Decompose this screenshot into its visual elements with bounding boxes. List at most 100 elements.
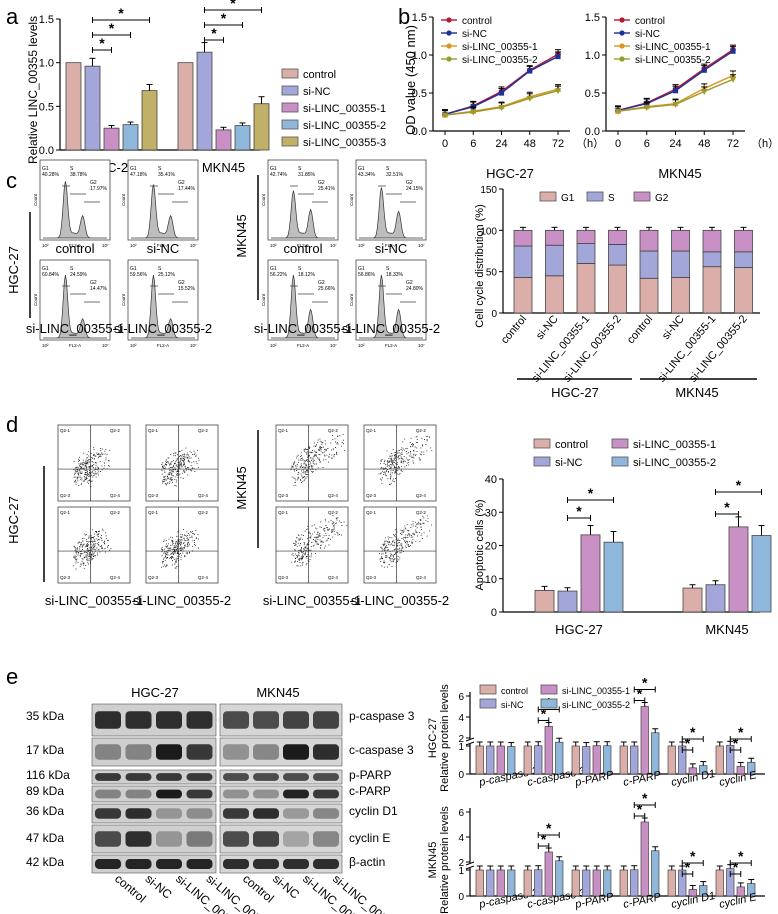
chart-c-legend-swatch [539, 191, 557, 202]
western-band [186, 773, 213, 781]
flow-d-quad-label: Q2-1 [148, 428, 159, 433]
western-protein-label: cyclin D1 [349, 804, 398, 818]
western-band [223, 773, 249, 781]
panel-e-bar-chart-hgc27: HGC-27 Relative protein levels 01246p-ca… [427, 675, 765, 792]
western-band [125, 808, 152, 819]
flow-c-gate-pct: 59.56% [130, 272, 148, 278]
chart-a-bar [215, 129, 232, 151]
flow-c-caption: control [55, 241, 94, 256]
chart-d-legend-label: si-NC [555, 457, 583, 469]
chart-e1-sig-star: * [642, 675, 648, 691]
panel-d-bar-chart: Apoptotic cells (%) 0 10 20 30 40 control si-N… [474, 438, 772, 637]
flow-d-quad-label: Q2-2 [198, 510, 209, 515]
chart-e1-legend-swatch [479, 698, 497, 709]
chart-a-legend-label: si-NC [303, 86, 331, 98]
chart-e2-sig-star: * [637, 801, 643, 817]
chart-b1-y-tick-label: 0.0 [412, 126, 427, 138]
chart-e2-ylabel: Relative protein levels [439, 806, 451, 914]
flow-d-quad-label: Q2-3 [60, 575, 71, 580]
chart-b2-y-tick-label: 1.0 [585, 50, 600, 62]
flow-d-plot-frame [145, 506, 219, 584]
chart-b1-legend-marker [446, 17, 452, 23]
chart-c-bar-segment [513, 245, 533, 278]
chart-e1-legend-label: control [501, 686, 528, 696]
western-band [156, 859, 182, 869]
western-protein-label: β-actin [349, 855, 385, 869]
flow-c-plot-frame [127, 159, 199, 241]
western-band [253, 789, 279, 799]
flow-c-tick-lo: 10² [358, 243, 365, 248]
western-band [313, 808, 339, 819]
chart-e2-sig-star: * [642, 790, 648, 806]
panel-e-western-blot: HGC-27 MKN45 35 kDa p-caspase 3 17 kDa c-casp… [26, 685, 415, 914]
flow-c-axis-x: FL2-A [157, 243, 169, 248]
chart-b2-y-tick-label: 0.0 [585, 126, 600, 138]
flow-d-hgc27-label: HGC-27 [6, 496, 21, 544]
flow-c-gate-pct: 35.41% [158, 172, 176, 178]
western-band [283, 744, 309, 760]
flow-c-caption: si-LINC_00355-2 [114, 321, 212, 336]
western-band [125, 744, 152, 760]
western-kda-label: 17 kDa [26, 743, 64, 757]
chart-b1-ylabel: OD value (450 nm) [403, 25, 418, 135]
flow-c-gate-name: S [386, 166, 390, 172]
chart-e1-x-tick-label: c-PARP [622, 769, 663, 789]
chart-b1-point [498, 90, 505, 96]
chart-d-bar [580, 534, 601, 613]
chart-c-ylabel: Cell cycle distribution (%) [474, 204, 486, 327]
flow-d-scatter-dots [73, 447, 111, 487]
flow-d-plot-frame [57, 424, 131, 502]
flow-c-gate-name: G2 [406, 180, 413, 186]
flow-d-scatter-dots [72, 528, 112, 570]
chart-e1-sig-star: * [733, 735, 739, 751]
chart-e1-legend-swatch [479, 684, 497, 695]
chart-a-ylabel: Relative LINC_00355 levels [26, 16, 40, 164]
chart-a-y-tick-label: 1.5 [39, 14, 54, 26]
western-kda-label: 42 kDa [26, 855, 64, 869]
chart-c-bar-segment [734, 267, 753, 314]
flow-d-quad-label: Q2-2 [110, 510, 121, 515]
western-band [253, 831, 279, 847]
flow-c-tick-hi: 10⁷ [190, 243, 197, 248]
western-band [223, 831, 249, 847]
chart-e1-y-tick-label: 6 [458, 692, 464, 703]
flow-d-scatter-dots [160, 529, 199, 569]
western-lane-label: si-NC [270, 872, 302, 902]
western-cell-label: MKN45 [256, 685, 299, 700]
flow-d-quad-label: Q2-1 [148, 510, 159, 515]
chart-e2-bar [592, 869, 601, 897]
chart-c-bar-segment [639, 250, 659, 279]
chart-c-legend-label: G2 [655, 193, 669, 204]
chart-e1-bar [715, 745, 724, 775]
chart-d-legend-swatch [611, 438, 629, 449]
chart-b1-point [526, 95, 533, 102]
chart-c-bar-segment [545, 244, 564, 277]
chart-e1-legend-label: si-NC [501, 700, 524, 710]
panel-letter-d: d [6, 412, 18, 437]
flow-c-gate-pct: 56.22% [270, 272, 288, 278]
chart-b1-legend-label: control [462, 16, 492, 27]
chart-c-bar-segment [608, 243, 627, 266]
chart-d-legend-label: si-LINC_00355-2 [633, 457, 716, 469]
western-membrane [91, 803, 217, 824]
flow-c-gate-pct: 40.28% [42, 172, 60, 178]
flow-c-caption: si-LINC_00355-1 [254, 321, 352, 336]
chart-e1-axis-break [465, 737, 475, 742]
western-protein-label: c-PARP [349, 784, 391, 798]
chart-e1-bar [544, 726, 553, 775]
chart-b2-point [614, 108, 622, 115]
flow-c-tick-lo: 10² [130, 243, 137, 248]
flow-c-caption: si-NC [375, 241, 408, 256]
chart-a-legend-swatch [281, 102, 299, 113]
chart-c-bar-segment [576, 229, 596, 244]
chart-e2-y-tick-label: 1 [458, 866, 464, 877]
western-band [253, 711, 279, 729]
flow-c-axis-x: FL2-A [297, 343, 309, 348]
chart-a-y-tick-label: 1.0 [39, 58, 54, 70]
chart-c-bar-segment [671, 229, 690, 252]
flow-d-plot-frame [57, 506, 131, 584]
western-band [95, 831, 121, 847]
western-membrane [219, 769, 343, 785]
chart-e2-bar [640, 821, 649, 897]
chart-a-legend-swatch [281, 119, 299, 130]
